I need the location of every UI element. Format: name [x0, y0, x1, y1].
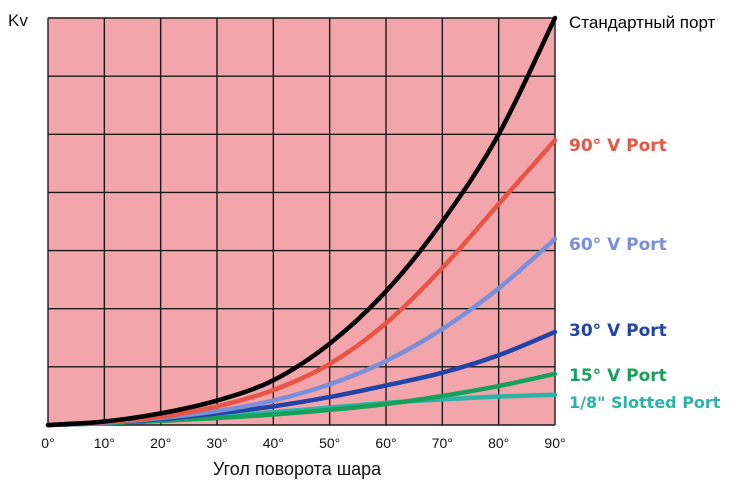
- x-tick-label: 40°: [263, 435, 284, 451]
- x-tick-label: 0°: [41, 435, 54, 451]
- x-tick-label: 90°: [544, 435, 565, 451]
- grid: [47, 17, 556, 426]
- x-tick-label: 30°: [206, 435, 227, 451]
- series-label-0: Стандартный порт: [569, 13, 716, 32]
- x-tick-label: 70°: [432, 435, 453, 451]
- series-label-5: 1/8" Slotted Port: [569, 393, 721, 412]
- y-axis-label: Kv: [8, 11, 28, 30]
- series-label-2: 60° V Port: [569, 235, 667, 255]
- x-tick-label: 10°: [94, 435, 115, 451]
- series-label-4: 15° V Port: [569, 366, 667, 386]
- series-labels: Стандартный порт 90° V Port 60° V Port 30° …: [569, 13, 721, 412]
- plot-area: [48, 18, 555, 425]
- series-label-1: 90° V Port: [569, 136, 667, 156]
- x-tick-label: 50°: [319, 435, 340, 451]
- series-line-1: [45, 137, 558, 428]
- x-tick-label: 20°: [150, 435, 171, 451]
- x-tick-labels: 0° 10° 20° 30° 40° 50° 60° 70° 80° 90°: [41, 435, 565, 451]
- x-tick-label: 60°: [375, 435, 396, 451]
- series-line-0: [45, 15, 558, 428]
- series-label-3: 30° V Port: [569, 321, 667, 341]
- x-tick-label: 80°: [488, 435, 509, 451]
- series-lines: [45, 15, 558, 428]
- x-axis-label: Угол поворота шара: [213, 459, 382, 479]
